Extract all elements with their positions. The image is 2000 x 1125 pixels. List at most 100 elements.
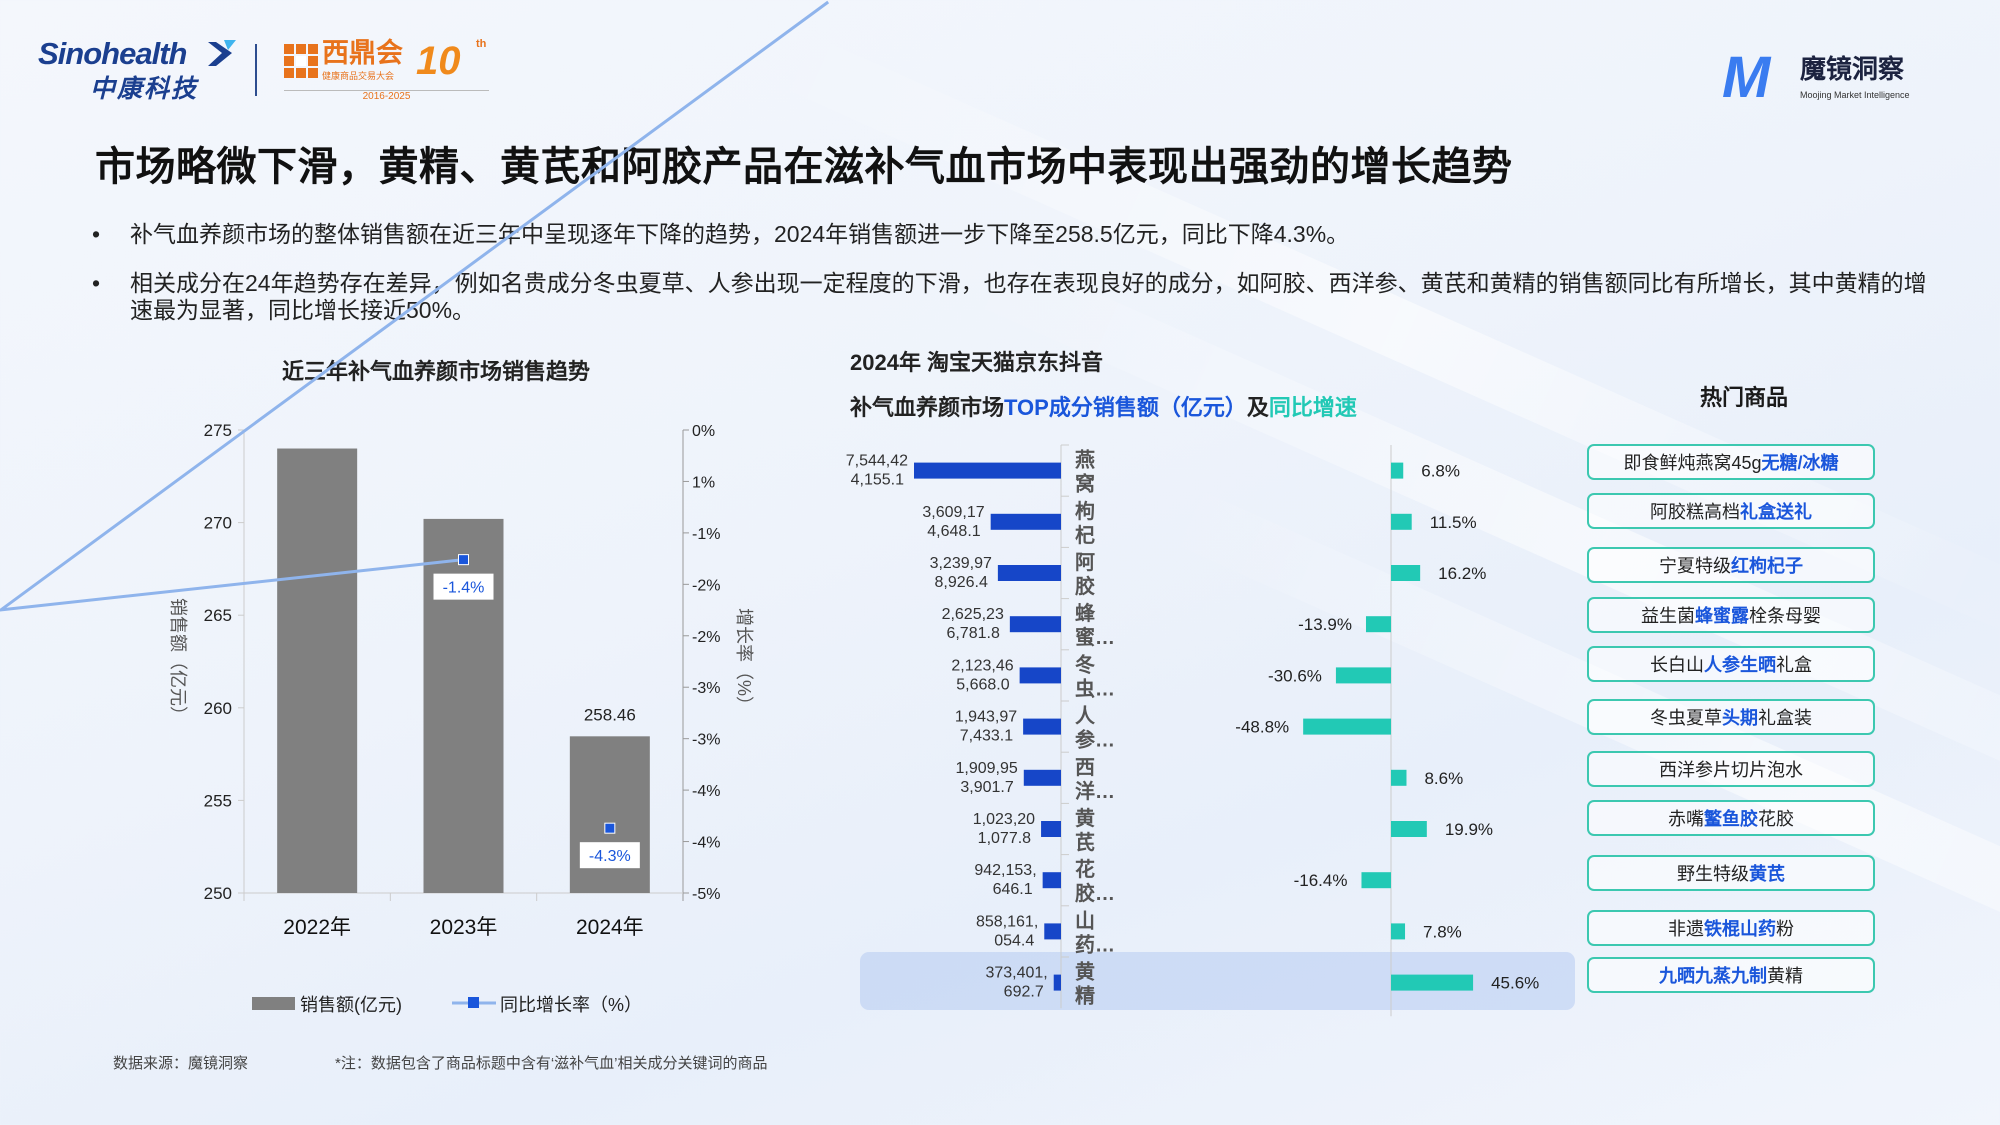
growth-bar	[1391, 565, 1421, 581]
y-tick-label: 260	[204, 699, 232, 718]
chevron-logo-icon	[208, 40, 236, 66]
hot-product-item[interactable]: 冬虫夏草 头期 礼盒装	[1587, 699, 1875, 735]
sales-value-label: 1,943,97 7,433.1	[955, 709, 1017, 745]
sales-bar	[277, 448, 358, 893]
growth-line	[0, 0, 830, 612]
growth-value-label: -48.8%	[1235, 718, 1289, 737]
growth-bar	[1391, 974, 1474, 991]
category-label: 枸杞	[1075, 499, 1095, 547]
bullet-dot: •	[92, 221, 101, 247]
hot-product-item[interactable]: 西洋参片切片泡水	[1587, 751, 1875, 787]
subtitle-part: TOP成分销售额（亿元）	[1004, 395, 1247, 420]
product-text: 礼盒装	[1758, 708, 1812, 728]
product-text: 益生菌	[1641, 606, 1695, 626]
growth-bar	[1303, 718, 1391, 735]
product-text: 冬虫夏草	[1650, 708, 1722, 728]
xiding-logo: 西鼎会 健康商品交易大会 10 th 2016-2025	[284, 38, 494, 106]
xiding-suffix: th	[476, 38, 487, 50]
moojing-logo: M 魔镜洞察 Moojing Market Intelligence	[1722, 48, 1922, 112]
product-keyword-highlight: 无糖/冰糖	[1761, 453, 1839, 473]
sinohealth-logo-en: Sinohealth	[38, 36, 187, 71]
hot-product-item[interactable]: 野生特级 黄芪	[1587, 855, 1875, 891]
growth-label-box	[433, 573, 494, 600]
sales-trend-chart-title: 近三年补气血养颜市场销售趋势	[282, 359, 591, 384]
bullet-item: • 补气血养颜市场的整体销售额在近三年中呈现逐年下降的趋势，2024年销售额进一…	[92, 221, 1990, 248]
subtitle-part: 及	[1246, 395, 1269, 420]
growth-value-label: 11.5%	[1430, 513, 1477, 532]
hot-product-item[interactable]: 九晒九蒸九制 黄精	[1587, 957, 1875, 993]
product-text: 宁夏特级	[1659, 556, 1731, 576]
data-note: *注：数据包含了商品标题中含有‘滋补气血’相关成分关键词的商品	[335, 1055, 768, 1072]
legend-swatch-sales	[252, 997, 295, 1010]
hot-product-item[interactable]: 益生菌 蜂蜜露 栓条母婴	[1587, 597, 1875, 633]
hot-product-item[interactable]: 即食鲜炖燕窝45g 无糖/冰糖	[1587, 444, 1875, 480]
hot-product-item[interactable]: 阿胶糕高档 礼盒送礼	[1587, 493, 1875, 529]
x-tick-label: 2024年	[576, 916, 644, 939]
product-text: 花胶	[1758, 809, 1794, 829]
y2-tick-label: -2%	[692, 629, 720, 646]
y-tick-label: 270	[204, 514, 232, 533]
sales-bar	[1023, 718, 1061, 735]
xiding-name: 西鼎会	[322, 38, 403, 68]
category-label: 冬虫…	[1075, 652, 1115, 700]
product-keyword-highlight: 礼盒送礼	[1740, 502, 1812, 522]
legend-swatch-growth-marker	[468, 997, 479, 1008]
hot-product-item[interactable]: 非遗 铁棍山药粉	[1587, 910, 1875, 946]
hot-product-item[interactable]: 长白山 人参生晒 礼盒	[1587, 646, 1875, 682]
growth-marker	[604, 822, 616, 834]
growth-bar	[1335, 667, 1391, 684]
hot-product-item[interactable]: 宁夏特级 红枸杞子	[1587, 547, 1875, 583]
moojing-logo-en: Moojing Market Intelligence	[1800, 90, 1910, 100]
y2-tick-label: -1%	[692, 526, 720, 543]
sales-bar	[997, 565, 1061, 581]
product-text: 野生特级	[1677, 864, 1749, 884]
product-text: 非遗	[1668, 919, 1704, 939]
growth-value-label: 7.8%	[1423, 922, 1462, 941]
xiding-years: 2016-2025	[284, 90, 489, 103]
x-tick-label: 2023年	[430, 916, 498, 939]
category-label: 黄芪	[1075, 806, 1095, 854]
growth-bar	[1391, 513, 1412, 530]
sales-bar	[1053, 974, 1061, 991]
growth-bar	[1391, 462, 1404, 479]
y2-tick-label: -5%	[692, 886, 720, 903]
y-tick-label: 255	[204, 791, 232, 810]
bullet-text: 相关成分在24年趋势存在差异，例如名贵成分冬虫夏草、人参出现一定程度的下滑，也存…	[130, 270, 1927, 323]
sales-bar	[1009, 616, 1061, 633]
product-keyword-highlight: 人参生晒	[1704, 655, 1776, 675]
growth-bar	[1391, 923, 1406, 940]
subtitle-part: 同比增速	[1268, 395, 1357, 420]
sinohealth-logo: Sinohealth 中康科技	[38, 36, 238, 108]
y2-tick-label: 1%	[692, 474, 715, 491]
x-tick-label: 2022年	[283, 916, 351, 939]
product-keyword-highlight: 蜂蜜露	[1695, 606, 1749, 626]
sales-bar	[990, 513, 1061, 530]
y2-tick-label: 0%	[692, 423, 715, 440]
growth-value-label: 16.2%	[1438, 564, 1486, 583]
sales-bar	[569, 736, 650, 893]
page-title: 市场略微下滑，黄精、黄芪和阿胶产品在滋补气血市场中表现出强劲的增长趋势	[95, 145, 1513, 189]
y-tick-label: 250	[204, 884, 232, 903]
product-text: 粉	[1776, 919, 1794, 939]
growth-value-label: 19.9%	[1445, 820, 1493, 839]
growth-bar	[1365, 616, 1391, 633]
sales-value-label: 1,909,95 3,901.7	[956, 760, 1018, 796]
hot-product-item[interactable]: 赤嘴 鳘鱼胶 花胶	[1587, 800, 1875, 836]
product-text: 即食鲜炖燕窝45g	[1623, 453, 1762, 473]
sales-bar	[1042, 872, 1061, 889]
bullet-text: 补气血养颜市场的整体销售额在近三年中呈现逐年下降的趋势，2024年销售额进一步下…	[130, 221, 1350, 247]
category-label: 山药…	[1075, 909, 1115, 956]
growth-label-box	[579, 842, 640, 869]
sales-value-label: 3,609,17 4,648.1	[922, 504, 984, 540]
category-label: 花胶…	[1075, 858, 1115, 905]
sales-bar	[914, 462, 1061, 479]
growth-value-label: 8.6%	[1424, 769, 1463, 788]
product-keyword-highlight: 头期	[1722, 708, 1758, 728]
legend-label-sales: 销售额(亿元)	[300, 995, 402, 1015]
growth-bar	[1391, 821, 1427, 837]
legend-label-growth: 同比增长率（%）	[500, 995, 642, 1015]
sales-bar	[1044, 923, 1061, 940]
sales-value-label: 858,161, 054.4	[976, 913, 1038, 949]
sinohealth-logo-cn: 中康科技	[90, 75, 199, 103]
